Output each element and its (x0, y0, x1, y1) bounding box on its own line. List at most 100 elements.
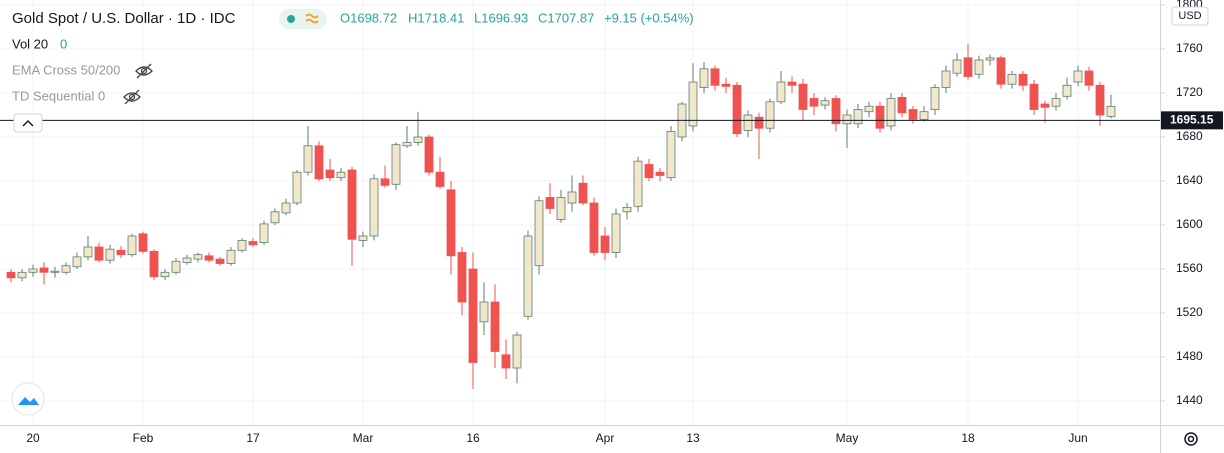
candle-body (1007, 73, 1017, 85)
candle-body (622, 206, 632, 213)
candle-body (479, 301, 489, 323)
candle-body (633, 160, 643, 207)
candle-body (655, 171, 665, 176)
candle-body (941, 70, 951, 88)
candle-body (347, 169, 357, 240)
candle-body (303, 145, 313, 173)
candle-body (710, 68, 720, 86)
candle-body (1029, 83, 1039, 110)
candle-body (149, 250, 159, 278)
status-icon (305, 13, 319, 24)
candle-body (424, 136, 434, 173)
candle-body (512, 334, 522, 369)
candle-body (413, 136, 423, 143)
y-tick-label: 1560 (1176, 261, 1203, 275)
candle-body (39, 267, 49, 273)
collapse-button[interactable] (13, 113, 43, 133)
last-price-box (1161, 111, 1223, 130)
candle-body (237, 239, 247, 251)
candle-body (545, 197, 555, 209)
candle-body (391, 144, 401, 185)
candle-body (523, 235, 533, 317)
candle-body (952, 59, 962, 74)
candle-body (248, 241, 258, 246)
candle-body (732, 84, 742, 135)
candle-body (908, 109, 918, 120)
candle-body (160, 271, 170, 278)
candle-body (886, 98, 896, 127)
y-tick-label: 1800 (1176, 0, 1203, 11)
x-tick-label: 18 (961, 431, 975, 445)
candle-body (402, 142, 412, 147)
candle-body (501, 354, 511, 369)
y-tick-label: 1600 (1176, 217, 1203, 231)
candle-body (897, 97, 907, 114)
x-tick-label: Mar (353, 431, 374, 445)
candle-body (842, 114, 852, 125)
candle-body (193, 254, 203, 260)
y-tick-label: 1680 (1176, 129, 1203, 143)
candle-body (600, 235, 610, 253)
indicator-label[interactable]: EMA Cross 50/200 (12, 62, 120, 77)
candle-body (127, 235, 137, 256)
candle-body (1040, 103, 1050, 108)
currency-box[interactable] (1171, 6, 1209, 26)
candle-body (853, 109, 863, 125)
candle-body (380, 178, 390, 186)
currency-label: USD (1178, 10, 1201, 22)
candle-body (325, 169, 335, 179)
candle-body (578, 182, 588, 204)
candle-body (688, 81, 698, 127)
collapse-icon (22, 120, 34, 127)
candle-body (83, 246, 93, 258)
candle-body (996, 57, 1006, 85)
candle-body (61, 265, 71, 273)
candle-body (435, 171, 445, 187)
x-tick-label: May (836, 431, 859, 445)
volume-value: 0 (60, 36, 67, 51)
candle-body (1051, 98, 1061, 107)
candle-body (72, 256, 82, 268)
ohlc-legend: O1698.72 H1718.41 L1696.93 C1707.87 +9.15 (+… (340, 10, 694, 25)
ohlc-value: O1698.72 (340, 10, 397, 25)
indicator-label[interactable]: TD Sequential 0 (12, 88, 105, 103)
candle-body (17, 271, 27, 279)
candle-body (314, 145, 324, 180)
candle-body (270, 211, 280, 224)
candle-body (105, 248, 115, 261)
candle-body (754, 116, 764, 129)
candle-body (1073, 70, 1083, 83)
y-tick-label: 1480 (1176, 349, 1203, 363)
candle-body (831, 98, 841, 125)
candle-body (1084, 70, 1094, 86)
x-tick-label: 16 (466, 431, 480, 445)
x-tick-label: Jun (1068, 431, 1087, 445)
candle-body (721, 83, 731, 87)
y-tick-label: 1760 (1176, 41, 1203, 55)
hidden-icon[interactable] (135, 63, 153, 79)
candle-body (875, 105, 885, 129)
logo[interactable] (11, 382, 45, 416)
candle-body (94, 246, 104, 261)
x-tick-label: 20 (26, 431, 40, 445)
candle-body (765, 101, 775, 129)
candle-body (743, 114, 753, 131)
candle-body (930, 87, 940, 110)
logo-mark (18, 397, 39, 405)
candle-body (182, 257, 192, 263)
status-pill[interactable] (279, 9, 327, 29)
candle-body (589, 202, 599, 253)
candle-body (567, 191, 577, 204)
hidden-icon[interactable] (123, 89, 141, 105)
settings-icon[interactable] (1184, 432, 1198, 446)
candle-body (369, 178, 379, 237)
grid (0, 0, 1160, 425)
candle-body (611, 213, 621, 253)
ohlc-value: L1696.93 (474, 10, 528, 25)
candle-body (798, 83, 808, 110)
candle-body (644, 164, 654, 179)
candle-body (226, 249, 236, 264)
candle-body (116, 249, 126, 256)
ohlc-value: C1707.87 (538, 10, 594, 25)
